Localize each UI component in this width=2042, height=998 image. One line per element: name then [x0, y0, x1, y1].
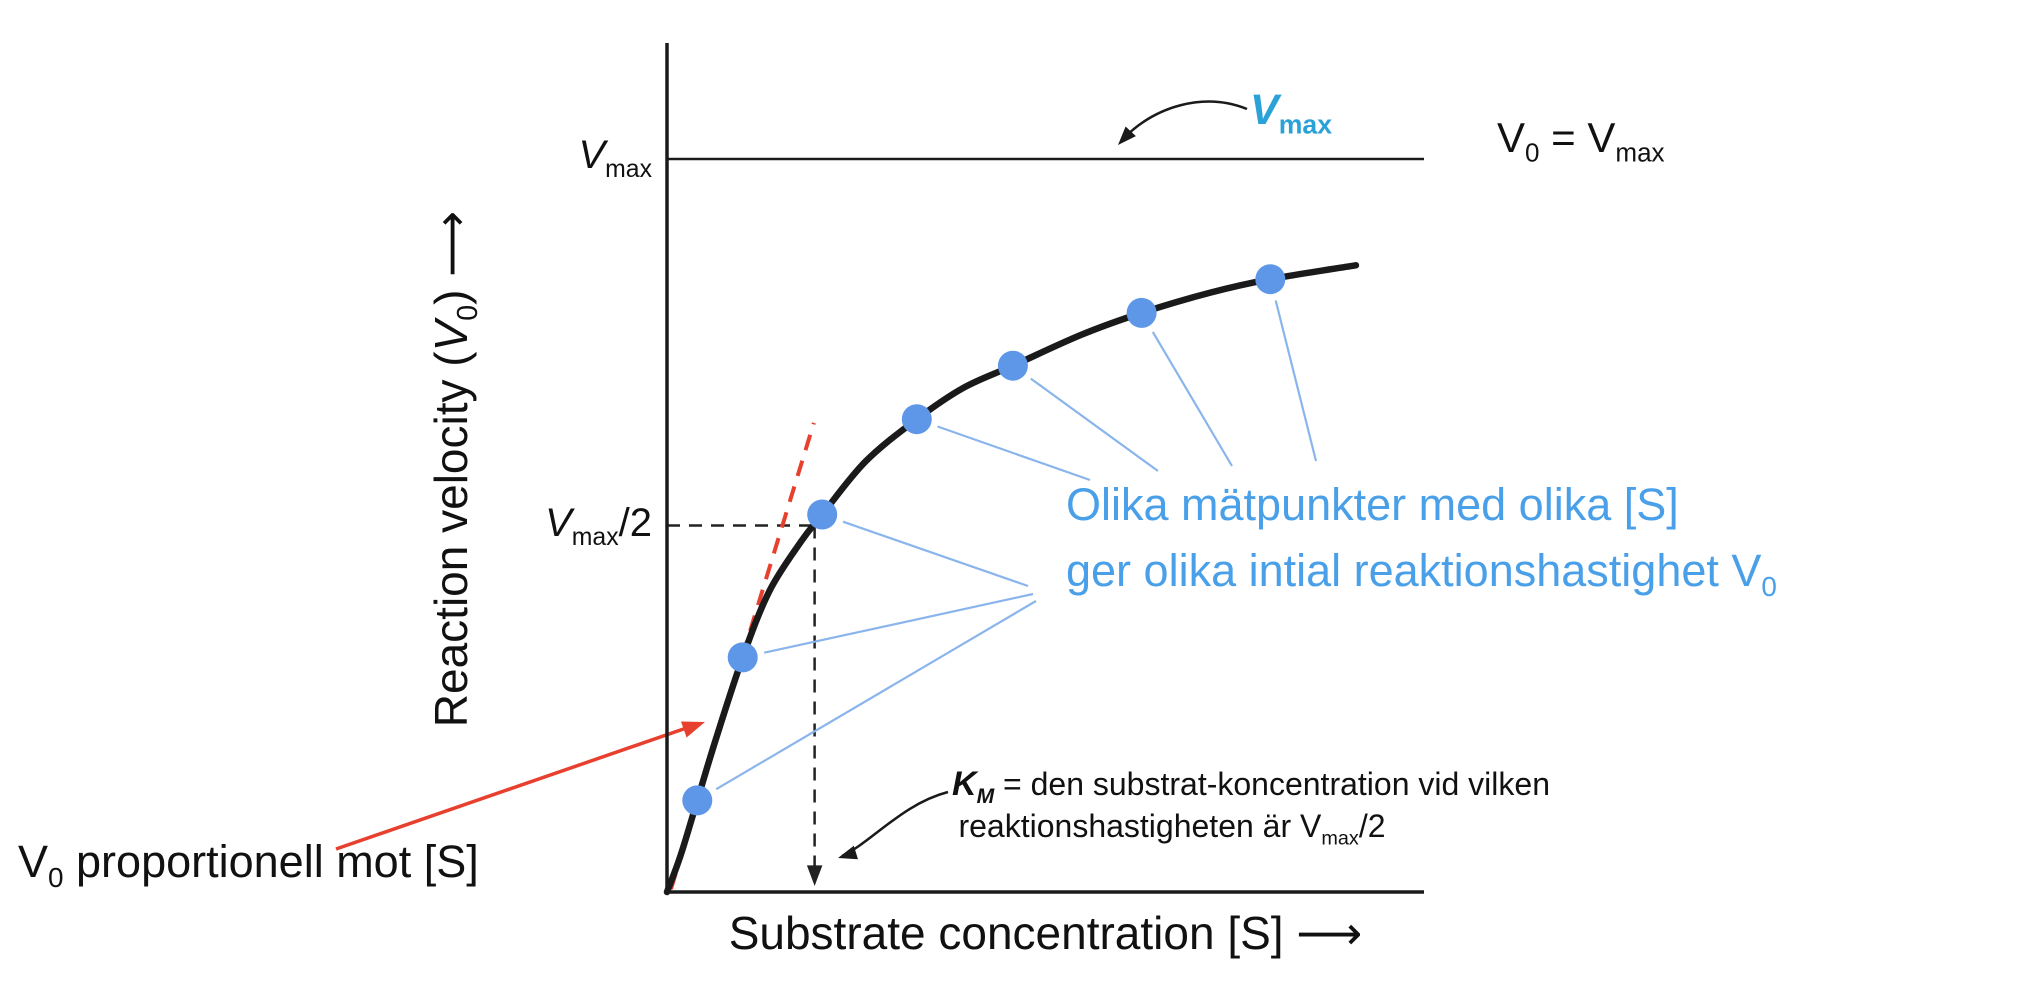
data-point [1255, 264, 1286, 295]
km-dashed-arrowhead [806, 865, 823, 886]
callout-line [1151, 331, 1233, 467]
km-symbol: KM [952, 765, 995, 808]
vmax-half-axis-label: Vmax/2 [545, 501, 652, 551]
vmax-annotation-arrow [1120, 100, 1248, 142]
measurement-note: Olika mätpunkter med olika [S] ger olika… [1066, 472, 1777, 604]
red-pointer-arrowhead [681, 721, 705, 738]
km-definition-line2: reaktionshastigheten är Vmax/2 [958, 808, 1386, 850]
vmax-v: V [578, 133, 606, 177]
data-point [807, 499, 838, 530]
asymptote-equation: V0 = Vmax [1497, 114, 1665, 168]
y-axis-title: Reaction velocity (V0) ⟶ [425, 210, 485, 728]
callout-line [715, 600, 1037, 791]
callout-line [1274, 300, 1318, 462]
callout-line [842, 520, 1029, 588]
x-axis-arrow-icon: ⟶ [1296, 907, 1363, 959]
km-annotation-arrowhead [838, 845, 858, 860]
measurement-note-line2: ger olika intial reaktionshastighet V0 [1066, 545, 1777, 602]
data-point [997, 350, 1028, 381]
mm-curve [663, 262, 1360, 896]
y-axis-arrow-icon: ⟶ [425, 210, 477, 277]
vmax-annotation-arrowhead [1118, 126, 1136, 145]
km-definition-line1: KM = den substrat-koncentration vid vilk… [952, 765, 1550, 808]
km-annotation-arrow [841, 790, 949, 858]
data-point [1126, 297, 1157, 328]
proportionality-note: V0 proportionell mot [S] [18, 836, 479, 893]
vmax-sub: max [605, 156, 652, 183]
data-point [901, 404, 932, 435]
red-pointer-line [335, 722, 699, 851]
data-point [682, 785, 713, 816]
callout-line [1030, 377, 1159, 472]
callout-line [763, 592, 1034, 654]
measurement-note-line1: Olika mätpunkter med olika [S] [1066, 479, 1679, 530]
data-point [727, 642, 758, 673]
vmax-curve-annotation: Vmax [1250, 86, 1333, 140]
vmax-axis-label: Vmax [440, 133, 652, 182]
x-axis-title: Substrate concentration [S] ⟶ [728, 907, 1363, 959]
callout-line [937, 425, 1091, 482]
